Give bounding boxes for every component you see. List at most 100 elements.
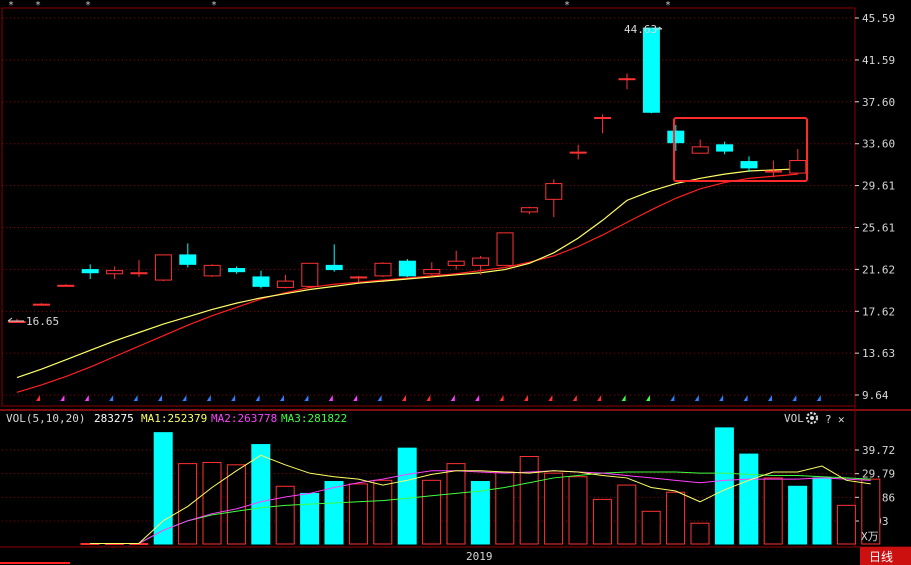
volume-bar[interactable] <box>397 447 417 545</box>
volume-bars[interactable] <box>80 427 881 545</box>
volume-bar[interactable] <box>470 481 490 545</box>
volume-bar[interactable] <box>544 472 564 545</box>
volume-bar[interactable] <box>739 453 759 545</box>
candle[interactable] <box>496 232 514 266</box>
candle[interactable] <box>472 255 490 275</box>
volume-bar[interactable] <box>178 463 198 545</box>
volume-bar[interactable] <box>251 444 271 545</box>
candle[interactable] <box>520 206 538 214</box>
volume-bar[interactable] <box>788 485 808 545</box>
candle[interactable] <box>276 274 294 289</box>
candle[interactable] <box>764 160 782 178</box>
signal-triangle-icon <box>206 395 211 401</box>
volume-bar[interactable] <box>519 455 539 545</box>
period-tab-label[interactable]: 日线 <box>869 550 893 564</box>
candle[interactable] <box>325 244 343 272</box>
event-star-icon[interactable]: * <box>564 0 570 11</box>
candle[interactable] <box>301 262 319 287</box>
candle[interactable] <box>594 114 612 134</box>
signal-triangle-icon <box>768 395 772 401</box>
signal-triangle-icon <box>816 395 821 401</box>
candle[interactable] <box>154 254 172 282</box>
price-tick-label: 37.60 <box>862 96 895 109</box>
volume-ma1-line <box>90 454 871 544</box>
candle[interactable] <box>106 266 124 280</box>
candle[interactable] <box>203 264 221 277</box>
year-label: 2019 <box>466 550 493 563</box>
signal-triangle-icon <box>377 395 382 401</box>
candle[interactable] <box>789 148 807 174</box>
volume-bar[interactable] <box>592 498 612 545</box>
candle[interactable] <box>252 270 270 289</box>
signal-triangle-icon <box>499 395 504 401</box>
candlestick-series[interactable] <box>8 27 807 324</box>
candle[interactable] <box>447 250 465 270</box>
candle[interactable] <box>374 262 392 277</box>
candle[interactable] <box>398 259 416 277</box>
volume-bar[interactable] <box>568 476 588 545</box>
grid-lines <box>0 7 911 546</box>
volume-bar[interactable] <box>666 491 686 545</box>
volume-bar[interactable] <box>714 427 734 545</box>
volume-bar[interactable] <box>300 492 320 545</box>
volume-bar[interactable] <box>275 485 295 545</box>
volume-bar[interactable] <box>812 477 832 545</box>
volume-bar[interactable] <box>373 479 393 545</box>
candle[interactable] <box>618 73 636 90</box>
event-star-icon[interactable]: * <box>85 0 91 11</box>
volume-bar[interactable] <box>617 484 637 545</box>
candle[interactable] <box>350 275 368 283</box>
help-button[interactable]: ? <box>825 413 832 426</box>
event-star-icon[interactable]: * <box>665 0 671 11</box>
candle[interactable] <box>179 243 197 268</box>
signal-triangle-icon <box>694 395 699 401</box>
volume-ma3-value: MA3:281822 <box>281 412 347 425</box>
volume-tick-label: 29.79 <box>862 468 895 481</box>
candle[interactable] <box>228 266 246 274</box>
candle[interactable] <box>716 141 734 155</box>
vol-indicator-button[interactable]: VOL <box>784 412 804 425</box>
signal-triangle-icon <box>60 395 65 401</box>
price-tick-label: 41.59 <box>862 54 895 67</box>
candle[interactable] <box>569 144 587 160</box>
event-star-icon[interactable]: * <box>211 0 217 11</box>
candle[interactable] <box>57 284 75 287</box>
volume-value: 283275 <box>94 412 134 425</box>
signal-triangle-icon <box>743 395 748 401</box>
signal-triangle-icon <box>426 395 431 401</box>
candle[interactable] <box>32 303 50 306</box>
volume-bar[interactable] <box>226 464 246 545</box>
candle[interactable] <box>81 264 99 280</box>
candle[interactable] <box>691 139 709 154</box>
volume-bar[interactable] <box>202 461 222 545</box>
candle[interactable] <box>740 156 758 173</box>
volume-bar[interactable] <box>153 432 173 545</box>
candle[interactable] <box>667 124 685 152</box>
volume-bar[interactable] <box>641 510 661 545</box>
volume-bar[interactable] <box>763 477 783 545</box>
event-star-icon[interactable]: * <box>8 0 14 11</box>
price-tick-label: 21.62 <box>862 263 895 276</box>
candle[interactable] <box>545 179 563 218</box>
close-button[interactable]: ✕ <box>838 413 845 426</box>
volume-bar[interactable] <box>690 522 710 545</box>
candle[interactable] <box>130 260 148 277</box>
signal-triangle-icon <box>231 395 236 401</box>
volume-bar[interactable] <box>324 481 344 545</box>
volume-bar[interactable] <box>422 479 442 545</box>
event-star-icon[interactable]: * <box>35 0 41 11</box>
volume-bar[interactable] <box>836 504 856 545</box>
volume-bar[interactable] <box>446 463 466 545</box>
event-markers[interactable]: * * * * * * <box>8 0 671 11</box>
candle[interactable] <box>423 262 441 275</box>
volume-bar[interactable] <box>348 483 368 545</box>
volume-unit-label: X万 <box>861 530 879 543</box>
signal-triangle-icon <box>475 395 480 401</box>
period-tab[interactable]: 日线 <box>860 547 911 565</box>
signal-triangle-icon <box>402 395 406 401</box>
candle[interactable] <box>642 27 660 114</box>
volume-bar[interactable] <box>495 471 515 545</box>
volume-ma-lines <box>90 454 871 544</box>
gear-icon[interactable] <box>805 411 819 425</box>
